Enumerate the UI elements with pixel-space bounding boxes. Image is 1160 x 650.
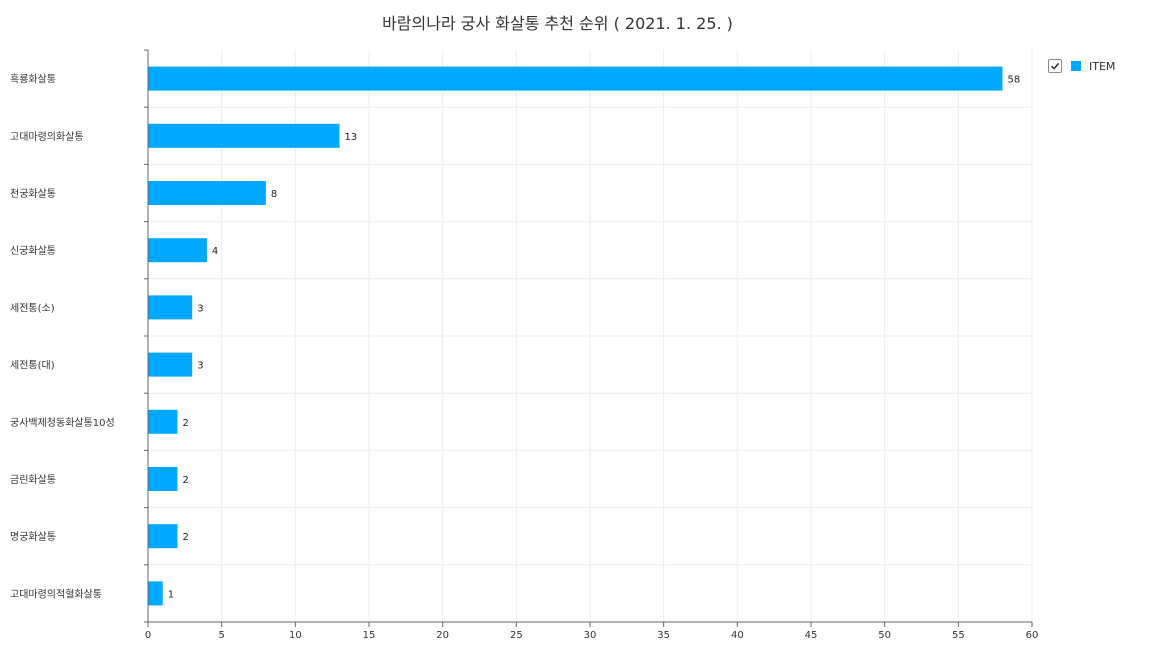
bar-value-label: 8 [271, 189, 277, 200]
y-tick-label: 고대마령의적혈화살통 [10, 587, 102, 600]
x-tick-label: 55 [952, 630, 965, 641]
bar-value-label: 1 [168, 589, 174, 600]
bar-value-label: 3 [197, 303, 203, 314]
y-tick-label: 금린화살통 [10, 474, 56, 486]
bar-value-label: 2 [182, 532, 188, 543]
y-tick-label: 세전통(소) [10, 302, 55, 314]
x-tick-label: 60 [1026, 630, 1039, 641]
bar [148, 410, 177, 434]
legend-label: ITEM [1089, 60, 1115, 73]
x-tick-label: 25 [510, 630, 523, 641]
x-tick-label: 50 [878, 630, 891, 641]
y-tick-label: 천궁화살통 [10, 188, 56, 200]
bar [148, 467, 177, 491]
bar-value-label: 2 [182, 418, 188, 429]
bar [148, 67, 1003, 91]
y-tick-label: 고대마령의화살통 [10, 131, 84, 143]
bar [148, 124, 340, 148]
x-tick-label: 45 [805, 630, 818, 641]
bar [148, 581, 163, 605]
y-tick-label: 궁사백제청동화살통10성 [10, 417, 115, 429]
x-tick-label: 0 [145, 630, 151, 641]
bar-value-label: 2 [182, 475, 188, 486]
x-tick-label: 30 [584, 630, 597, 641]
x-tick-labels: 0 5 10 15 20 25 30 35 40 45 50 55 60 [145, 630, 1039, 641]
bar [148, 238, 207, 262]
bar [148, 295, 192, 319]
bar-value-label: 13 [345, 132, 358, 143]
x-tick-label: 10 [289, 630, 302, 641]
bar [148, 524, 177, 548]
bar [148, 353, 192, 377]
legend-swatch [1071, 61, 1081, 71]
bar [148, 181, 266, 205]
x-tick-label: 5 [218, 630, 224, 641]
bar-value-label: 58 [1008, 75, 1021, 86]
x-tick-label: 15 [363, 630, 376, 641]
legend: ITEM [1048, 59, 1115, 73]
check-icon [1050, 61, 1060, 71]
x-tick-label: 40 [731, 630, 744, 641]
bar-value-label: 3 [197, 361, 203, 372]
legend-toggle-checkbox[interactable] [1048, 59, 1062, 73]
y-tick-label: 신궁화살통 [10, 245, 56, 257]
y-tick-label: 명궁화살통 [10, 531, 56, 543]
y-tick-label: 세전통(대) [10, 360, 55, 372]
y-tick-label: 흑룡화살통 [10, 73, 56, 86]
bar-value-label: 4 [212, 246, 218, 257]
x-tick-label: 20 [436, 630, 449, 641]
x-tick-label: 35 [657, 630, 670, 641]
